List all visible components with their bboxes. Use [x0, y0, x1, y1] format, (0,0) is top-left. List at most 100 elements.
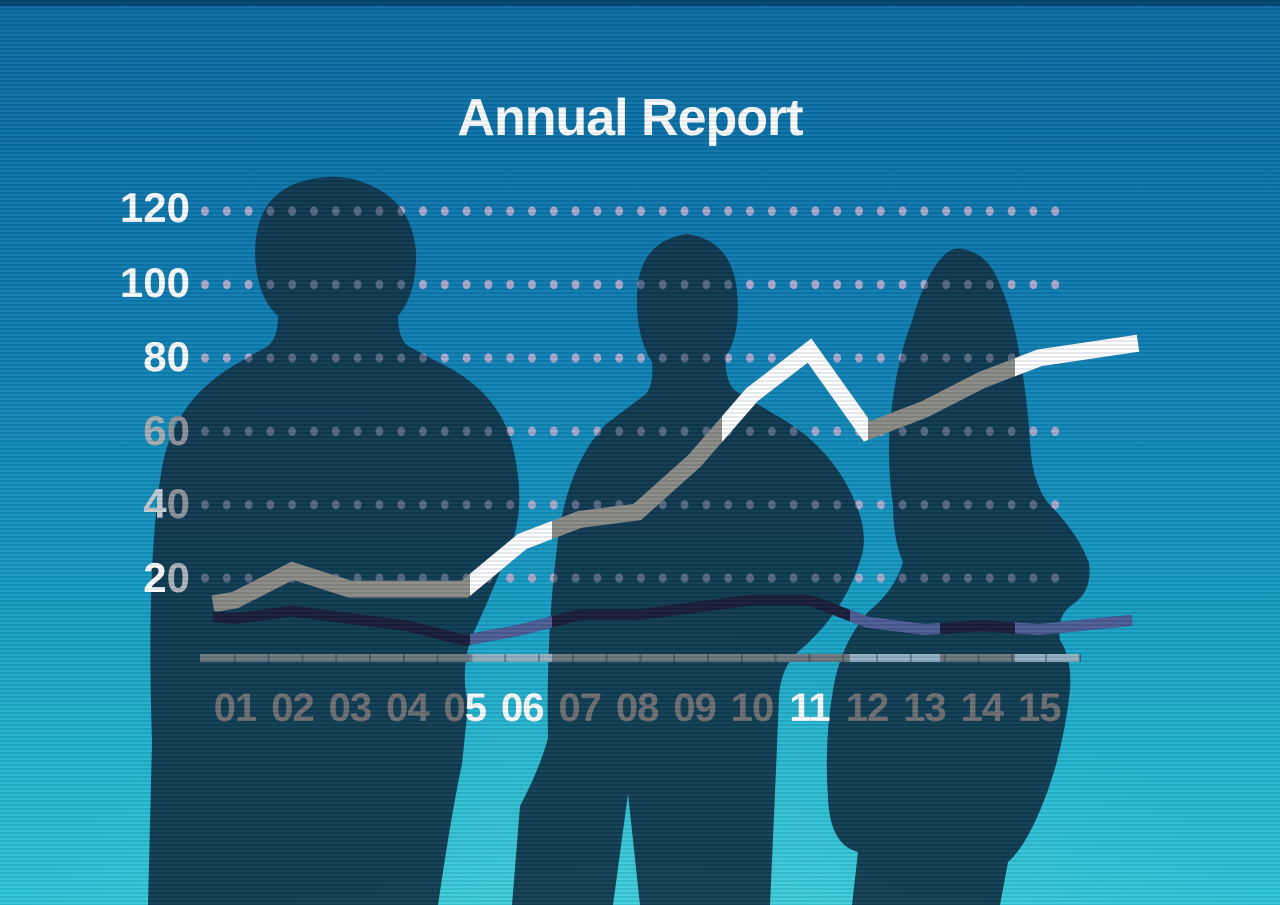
grid-dot: [375, 206, 384, 216]
grid-dot: [615, 279, 624, 290]
x-axis-bar-tick: [876, 654, 878, 662]
grid-dot: [528, 353, 536, 363]
grid-dot: [767, 573, 776, 583]
grid-dot: [1029, 206, 1038, 216]
grid-dot: [571, 206, 580, 216]
grid-dot: [549, 500, 558, 510]
grid-dot: [593, 500, 602, 510]
grid-dot: [680, 206, 689, 216]
grid-dot: [833, 573, 842, 583]
grid-dot: [201, 279, 209, 290]
grid-dot: [222, 500, 231, 510]
grid-dot: [898, 206, 907, 216]
grid-dot: [855, 353, 863, 363]
grid-dot: [789, 279, 798, 290]
grid-dot: [593, 573, 602, 583]
grid-dot: [920, 426, 929, 436]
grid-dot: [288, 426, 297, 436]
grid-dot: [484, 426, 493, 436]
grid-dot: [985, 353, 994, 363]
grid-dot: [484, 206, 493, 216]
y-tick-label-20: 20: [143, 554, 190, 601]
grid-dot: [244, 206, 253, 216]
grid-dot: [440, 353, 449, 363]
grid-dot: [375, 279, 384, 290]
grid-dot: [353, 573, 362, 583]
x-tick-label-08: 08: [615, 686, 660, 730]
grid-dot: [549, 353, 558, 363]
grid-dot: [637, 353, 645, 363]
x-axis-bar-tick: [233, 654, 236, 662]
grid-dot: [462, 279, 471, 290]
grid-dot: [244, 353, 253, 363]
grid-dot: [419, 206, 427, 216]
grid-dot: [353, 279, 362, 290]
grid-dot: [331, 426, 340, 436]
grid-dot: [375, 426, 384, 436]
grid-dot: [898, 353, 907, 363]
grid-dot: [833, 279, 842, 290]
y-tick-label-40: 40: [143, 480, 190, 527]
grid-dot: [767, 206, 776, 216]
grid-dot: [746, 353, 754, 363]
grid-dot: [1029, 279, 1038, 290]
grid-dot: [222, 206, 231, 216]
grid-dot: [419, 573, 427, 583]
grid-dot: [549, 279, 558, 290]
grid-dot: [833, 500, 842, 510]
grid-dot: [1029, 573, 1038, 583]
grid-dot: [397, 426, 406, 436]
grid-dot: [353, 500, 362, 510]
grid-dot: [964, 279, 972, 290]
chart-title: Annual Report: [457, 89, 803, 147]
grid-dot: [528, 500, 536, 510]
grid-dot: [528, 206, 536, 216]
grid-dot: [876, 279, 885, 290]
grid-dot: [942, 573, 951, 583]
grid-dot: [244, 426, 253, 436]
grid-dot: [1007, 573, 1016, 583]
grid-dot: [637, 573, 645, 583]
grid-dot: [506, 500, 515, 510]
grid-dot: [484, 353, 493, 363]
y-tick-label-80: 80: [143, 333, 190, 380]
grid-dot: [658, 279, 667, 290]
grid-dot: [571, 353, 580, 363]
grid-dot: [702, 206, 711, 216]
grid-dot: [288, 353, 297, 363]
grid-dot: [593, 353, 602, 363]
grid-dot: [855, 573, 863, 583]
grid-dot: [222, 206, 231, 216]
grid-dot: [855, 206, 863, 216]
grid-dot: [789, 573, 798, 583]
grid-dot: [985, 426, 994, 436]
x-tick-label-15: 15: [1018, 686, 1062, 730]
grid-dot: [702, 500, 711, 510]
grid-dot: [876, 500, 885, 510]
grid-dot: [1029, 426, 1038, 436]
grid-dot: [680, 500, 689, 510]
trend-line-main-trend: [211, 334, 1140, 613]
grid-dot: [484, 500, 493, 510]
grid-dot: [506, 426, 515, 436]
grid-dot: [506, 206, 515, 216]
grid-dot: [440, 279, 449, 290]
grid-dot: [462, 279, 471, 290]
y-tick-label-120: 120: [119, 184, 190, 231]
grid-dot: [1051, 279, 1060, 290]
x-tick-label-05: 05: [443, 686, 488, 730]
grid-dot: [310, 206, 318, 216]
x-axis-bar-tick: [707, 654, 709, 662]
x-tick-label-07: 07: [558, 686, 602, 730]
grid-dot: [462, 353, 471, 363]
x-axis-bar-tick: [436, 654, 439, 662]
grid-dot: [724, 353, 733, 363]
grid-dot: [528, 573, 536, 583]
x-axis-bar-tick: [1011, 654, 1014, 662]
grid-dot: [310, 279, 318, 290]
grid-dot: [571, 426, 580, 436]
grid-dot: [484, 206, 493, 216]
grid-dot: [1051, 500, 1060, 510]
grid-dot: [767, 426, 776, 436]
grid-dot: [506, 573, 515, 583]
